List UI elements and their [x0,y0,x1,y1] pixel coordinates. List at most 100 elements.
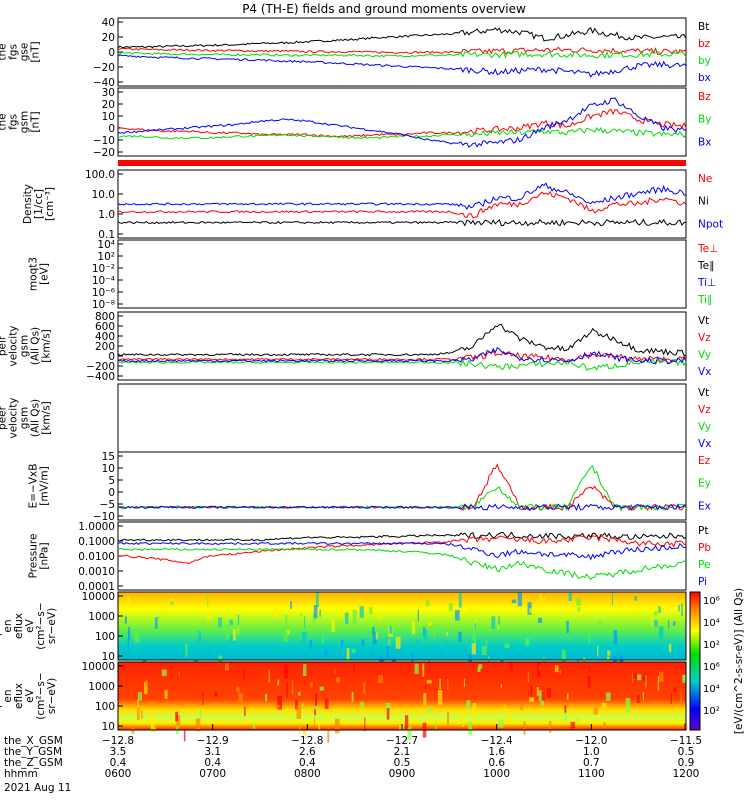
ytick-label: 1000 [88,611,115,623]
spectrogram-cell [537,662,541,677]
ytick-label: 0.1 [98,229,115,241]
spectrogram-cell [144,682,148,695]
series-Ne [117,190,687,219]
spectrogram-cell [435,721,437,732]
spectrogram-cell [226,612,230,616]
spectrogram-cell [237,615,240,626]
spectrogram-cell [411,653,414,662]
ylabel-line: peir [0,615,3,636]
spectrogram-cell [164,689,168,699]
ylabel-line: eflux [13,613,25,639]
ylabel-line: gse [19,43,31,62]
spectrogram-cell [283,631,288,643]
spectrogram-cell [158,615,160,620]
xaxis-value: 0.4 [299,757,316,769]
spectrogram-cell [463,679,465,687]
spectrogram-cell [637,674,642,681]
legend-Ey: Ey [698,478,711,490]
spectrogram-cell [621,657,624,665]
ytick-label: −10 [93,511,115,523]
ylabel-line: fgs [8,44,20,60]
colorbar [689,591,701,731]
spectrogram-cell [606,692,611,701]
ylabel-line: E=−VxB [28,464,40,509]
spectrogram-cell [338,611,344,618]
ytick-label: 5 [108,475,115,487]
legend-bz: bz [698,38,711,50]
ylabel-line: (cm²−s− [35,672,47,719]
series-Vt [117,323,687,357]
spectrogram-cell [468,721,473,736]
spectrogram-cell [546,688,552,698]
spectrogram-cell [426,679,432,684]
xaxis-value: −12.9 [197,735,229,747]
spectrogram-cell [417,609,419,622]
panel-frame [117,383,687,453]
ytick-label: 0 [108,123,115,135]
spectrogram-cell [468,654,472,664]
spectrogram-cell [593,707,599,715]
spectrogram-cell [642,691,644,701]
spectrogram-cell [645,675,647,688]
spectrogram-cell [389,626,393,634]
spectrogram-cell [469,602,474,613]
spectrogram-cell [504,704,506,713]
spectrogram-fill [118,592,686,660]
spectrogram-cell [199,707,202,719]
spectrogram-cell [155,617,158,629]
ylabel-line: [km/s] [41,401,53,435]
series-Ey [117,465,687,512]
spectrogram-cell [290,601,292,609]
ytick-label: 100 [95,701,115,713]
spectrogram-cell [237,626,239,635]
ylabel-line: (cm²−s− [35,602,47,649]
spectrogram-cell [327,728,330,743]
legend-Te∥: Te∥ [697,260,714,272]
ylabel-line: sr−eV) [46,608,58,644]
ytick-label: 15 [102,451,115,463]
spectrogram-cell [364,717,366,732]
legend-Ex: Ex [698,500,711,512]
spectrogram-cell [304,615,306,629]
ylabel-line: velocity [8,325,20,366]
spectrogram-cell [238,692,243,702]
ylabel-line: fgs [8,114,20,130]
spectrogram-cell [369,607,373,615]
spectrogram-cell [301,632,307,643]
xaxis-value: 0600 [105,768,132,780]
series-Vy [117,358,687,371]
spectrogram-cell [654,620,658,628]
ytick-label: 100.0 [85,169,115,181]
spectrogram-cell [206,612,212,621]
ylabel: thepeirvelocitygsm(All Qs)[km/s] [0,325,53,366]
spectrogram-cell [568,593,572,602]
spectrogram-cell [301,703,304,708]
spectrogram-cell [319,686,324,691]
legend-Ti⊥: Ti⊥ [697,277,716,289]
panel-peir-eflux: 10000 1000 100 10 thepeirenefluxeV(cm²−s−sr−… [0,591,687,672]
xaxis-row-label: the_X_GSM [4,735,63,747]
legend-Vt: Vt [698,387,709,399]
spectrogram-cell [138,692,142,701]
ytick-label: 0.1000 [78,536,115,548]
spectrogram-cell [428,650,430,663]
legend-Bz: Bz [698,91,711,103]
ylabel-line: Pressure [28,534,40,579]
spectrogram-cell [285,615,288,628]
spectrogram-cell [352,609,357,625]
spectrogram-cell [131,725,135,734]
ylabel: moqt3 [eV] [28,257,51,291]
spectrogram-cell [324,649,328,656]
xaxis-value: 1.6 [488,746,505,758]
spectrogram-cell [372,632,377,645]
spectrogram-cell [597,645,599,657]
xaxis-value: −11.5 [670,735,702,747]
spectrogram-cell [202,690,204,705]
spectrogram-cell [570,721,575,729]
ylabel-line: the [0,113,9,130]
spectrogram-cell [218,617,222,628]
legend-Vy: Vy [698,349,711,361]
series-Bx [117,97,687,148]
ylabel-line: [nT] [30,111,42,132]
